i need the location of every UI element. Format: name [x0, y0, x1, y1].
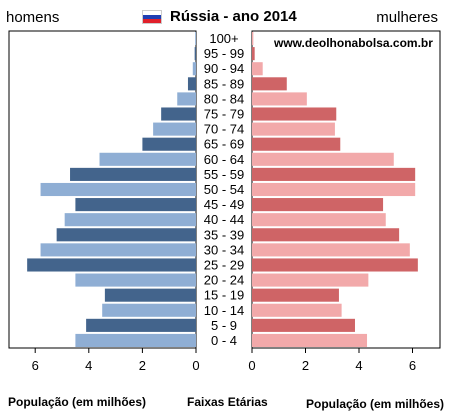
bar-women — [252, 107, 337, 121]
bar-men — [86, 318, 196, 332]
bar-men — [194, 47, 196, 61]
age-group-label: 90 - 94 — [204, 61, 244, 76]
age-group-label: 95 - 99 — [204, 46, 244, 61]
bar-men — [195, 32, 196, 46]
chart-title: Rússia - ano 2014 — [170, 8, 297, 25]
bar-women — [252, 228, 400, 242]
bar-women — [252, 47, 255, 61]
age-group-label: 15 - 19 — [204, 288, 244, 303]
age-group-label: 10 - 14 — [204, 303, 244, 318]
age-group-label: 45 - 49 — [204, 197, 244, 212]
age-group-label: 40 - 44 — [204, 212, 244, 227]
x-tick-label-left: 2 — [139, 358, 146, 373]
bar-men — [75, 198, 196, 212]
bar-men — [102, 303, 196, 317]
x-tick-label-right: 6 — [409, 358, 416, 373]
bar-men — [99, 152, 196, 166]
bar-women — [252, 62, 263, 76]
men-label: homens — [6, 9, 60, 26]
age-group-label: 25 - 29 — [204, 257, 244, 272]
bar-women — [252, 198, 384, 212]
x-tick-label-right: 2 — [302, 358, 309, 373]
age-group-label: 100+ — [209, 31, 238, 46]
bar-women — [252, 182, 416, 197]
x-tick-label-right: 0 — [248, 358, 255, 373]
age-group-label: 5 - 9 — [211, 318, 237, 333]
age-group-label: 0 - 4 — [211, 333, 237, 348]
x-tick-label-right: 4 — [355, 358, 362, 373]
bar-women — [252, 122, 335, 136]
bar-men — [75, 273, 196, 287]
bar-men — [40, 182, 197, 197]
bar-men — [75, 333, 196, 347]
bar-men — [70, 167, 196, 181]
bar-men — [187, 77, 196, 91]
age-group-label: 35 - 39 — [204, 227, 244, 242]
bar-men — [104, 288, 196, 302]
age-group-label: 75 - 79 — [204, 107, 244, 122]
age-group-label: 70 - 74 — [204, 122, 244, 137]
chart-title-group: Rússia - ano 2014 — [142, 8, 297, 25]
age-group-label: 50 - 54 — [204, 182, 244, 197]
bar-women — [252, 333, 368, 347]
bar-men — [40, 243, 197, 257]
bar-women — [252, 288, 339, 302]
age-group-label: 80 - 84 — [204, 91, 244, 106]
bar-men — [153, 122, 196, 136]
bar-men — [192, 62, 196, 76]
bar-men — [177, 92, 196, 106]
bar-men — [56, 228, 196, 242]
bar-women — [252, 273, 369, 287]
bar-women — [252, 258, 418, 272]
bar-men — [161, 107, 196, 121]
bar-women — [252, 152, 394, 166]
right-axis-title: População (em milhões) — [306, 397, 445, 411]
age-group-label: 65 - 69 — [204, 137, 244, 152]
age-group-label: 60 - 64 — [204, 152, 244, 167]
bar-men — [27, 258, 196, 272]
age-group-label: 30 - 34 — [204, 242, 244, 257]
x-tick-label-left: 4 — [85, 358, 92, 373]
bar-men — [64, 213, 197, 227]
bar-women — [252, 318, 355, 332]
russia-flag-icon — [142, 9, 162, 24]
bar-men — [142, 137, 196, 151]
age-group-label: 20 - 24 — [204, 273, 244, 288]
bar-women — [252, 137, 341, 151]
left-axis-title: População (em milhões) — [8, 395, 147, 409]
bar-women — [252, 92, 307, 106]
age-group-label: 55 - 59 — [204, 167, 244, 182]
bar-women — [252, 243, 410, 257]
bar-women — [252, 77, 287, 91]
women-label: mulheres — [376, 9, 438, 26]
bar-women — [252, 167, 416, 181]
bar-women — [252, 303, 342, 317]
age-group-label: 85 - 89 — [204, 76, 244, 91]
watermark-text: www.deolhonabolsa.com.br — [274, 36, 433, 50]
age-groups-title: Faixas Etárias — [187, 395, 268, 409]
bar-women — [252, 213, 386, 227]
x-tick-label-left: 0 — [192, 358, 199, 373]
bar-women — [252, 32, 254, 46]
x-tick-label-left: 6 — [32, 358, 39, 373]
